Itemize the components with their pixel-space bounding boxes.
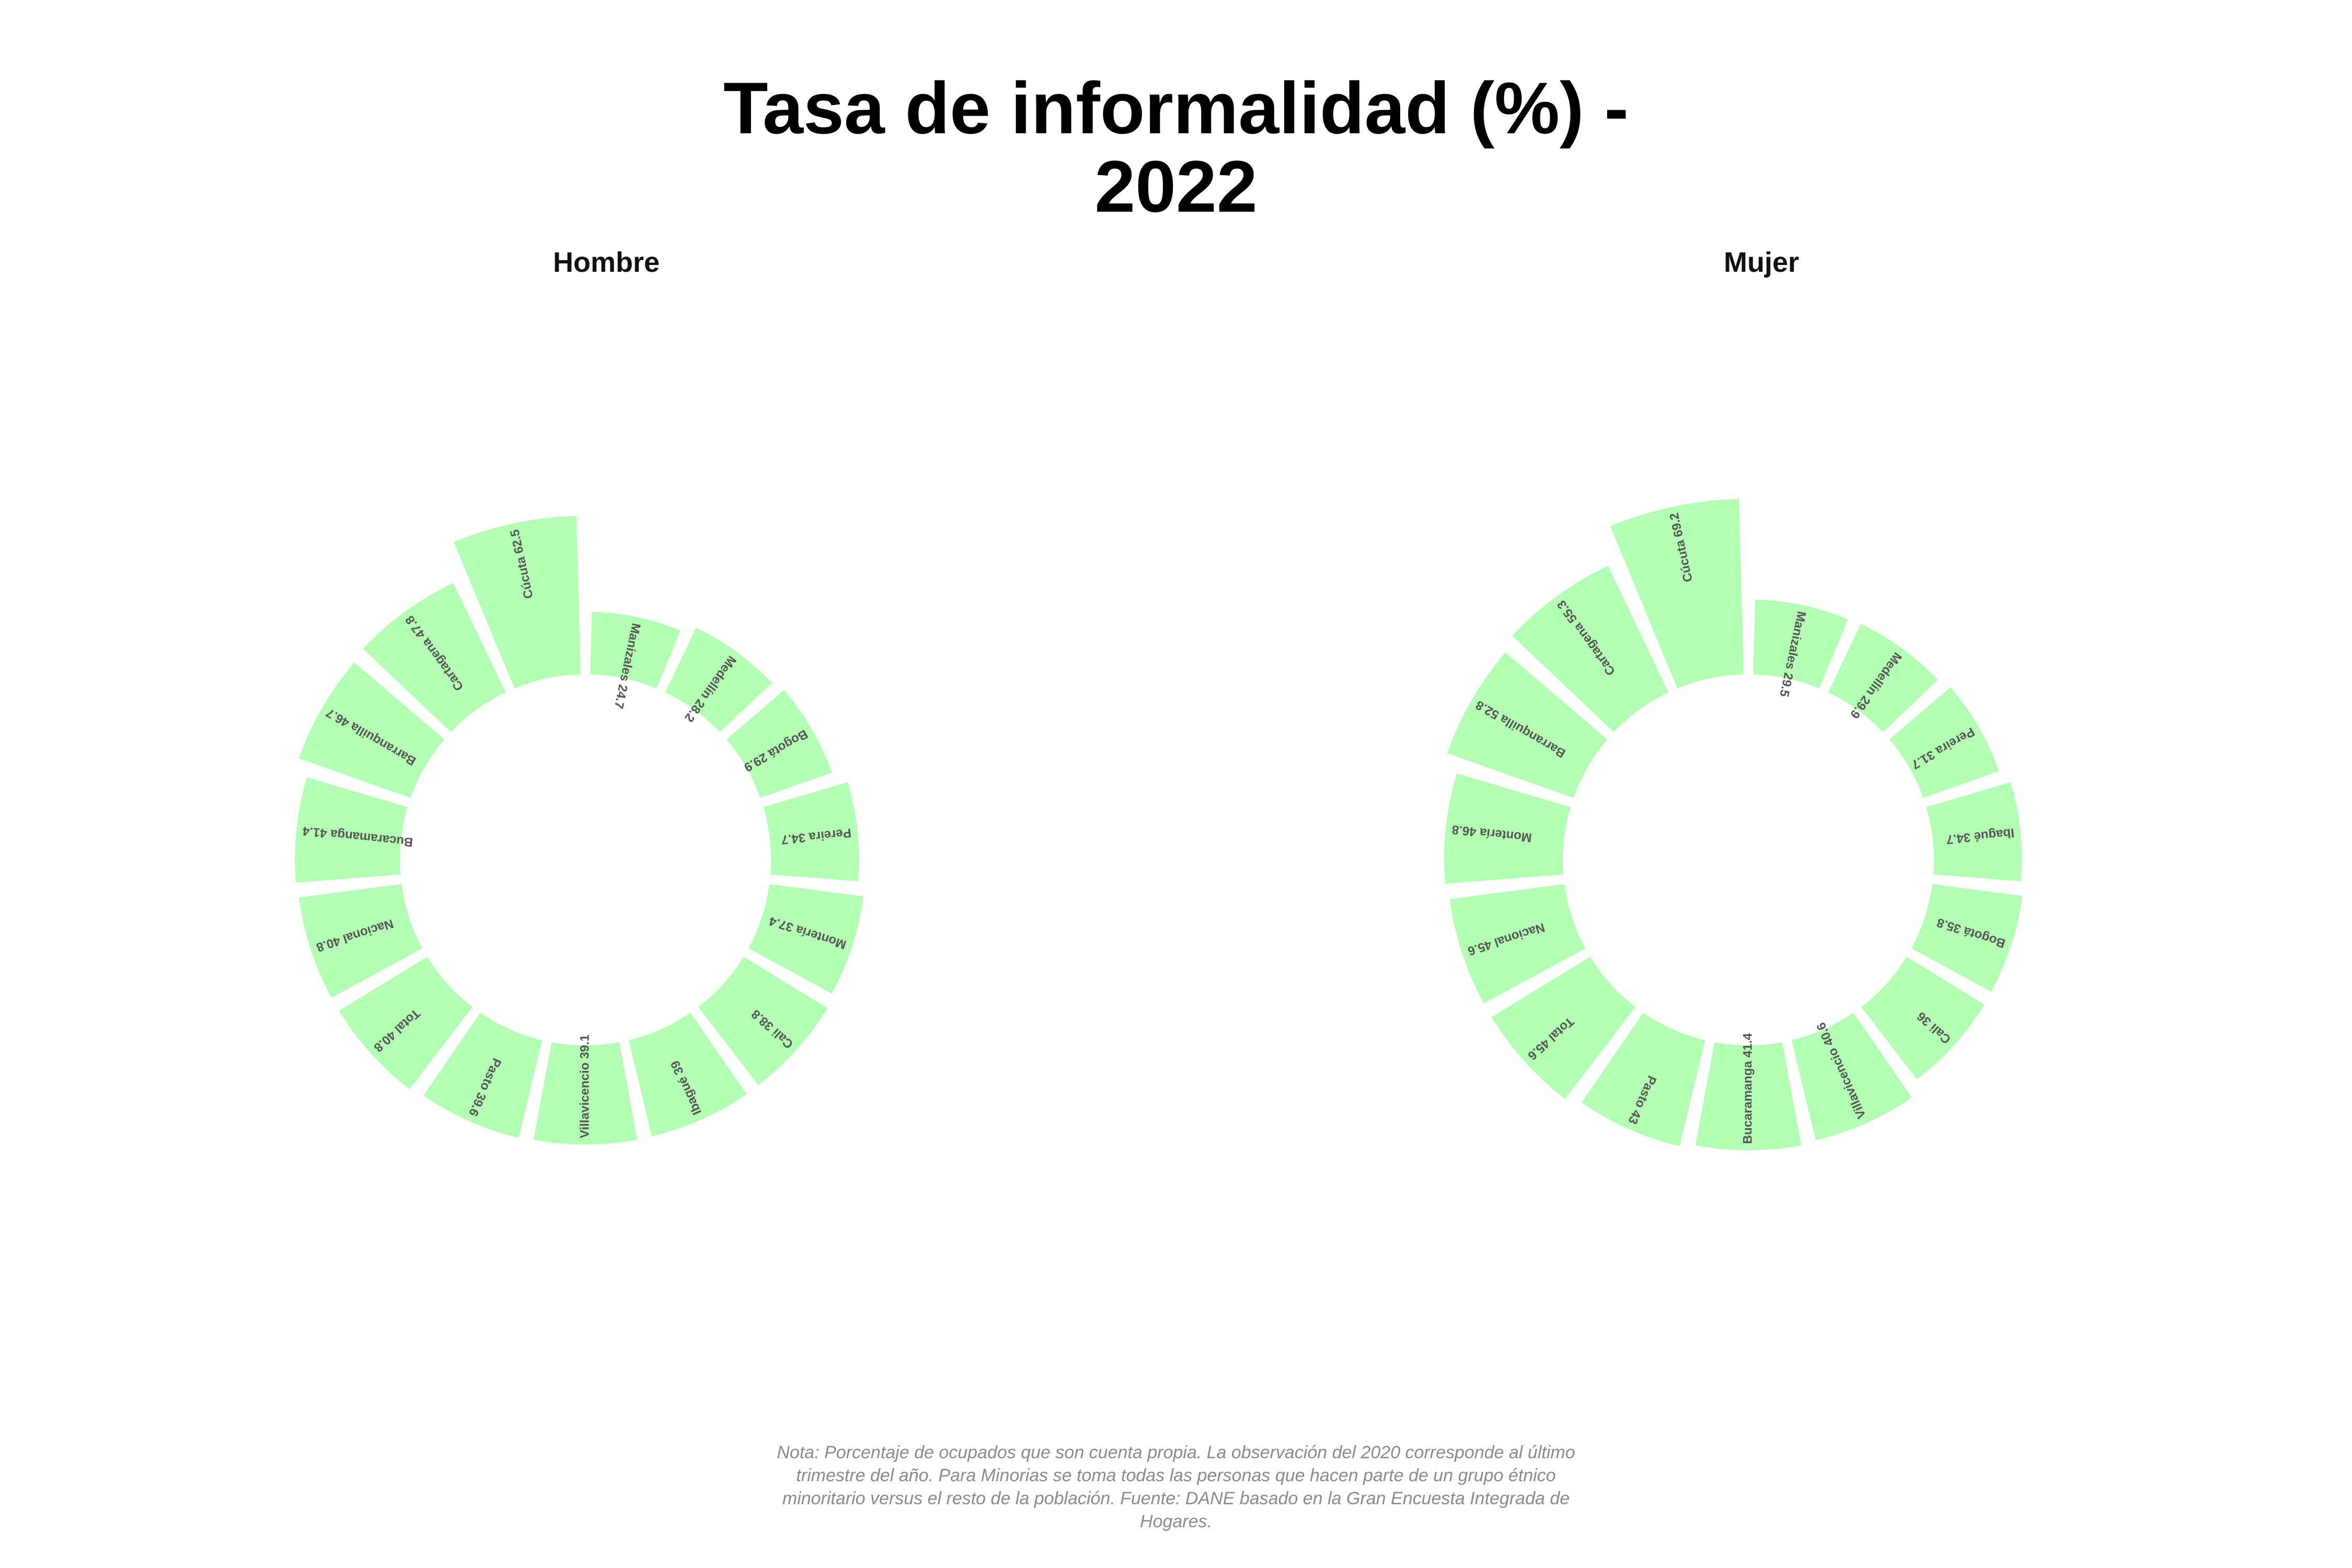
bar-0-4 <box>748 884 863 994</box>
bar-0-11 <box>295 777 408 883</box>
bar-0-8 <box>423 1012 543 1138</box>
bar-0-1 <box>665 628 772 732</box>
chart-title-line-2: 2022 <box>1094 145 1257 227</box>
bar-0-10 <box>298 884 423 998</box>
note-line-1: Nota: Porcentaje de ocupados que son cue… <box>777 1443 1575 1462</box>
panel-subtitle-mujer: Mujer <box>1724 247 1799 278</box>
bar-1-13 <box>1512 566 1669 732</box>
bar-1-5 <box>1861 956 1985 1080</box>
bar-0-0 <box>590 612 681 689</box>
bar-1-10 <box>1449 884 1586 1004</box>
bar-label-1-7: Bucaramanga 41.4 <box>1740 1033 1755 1144</box>
note-line-3: minoritario versus el resto de la poblac… <box>782 1489 1570 1508</box>
bar-1-14 <box>1610 499 1744 689</box>
bar-1-8 <box>1581 1012 1705 1146</box>
bar-label-0-7: Villavicencio 39.1 <box>578 1034 592 1138</box>
bar-0-14 <box>454 516 581 689</box>
bar-1-6 <box>1791 1012 1912 1140</box>
bar-1-7 <box>1695 1042 1802 1150</box>
bar-1-0 <box>1753 599 1848 689</box>
chart-title-line-1: Tasa de informalidad (%) - <box>723 67 1629 149</box>
bar-1-12 <box>1447 652 1608 798</box>
bar-0-6 <box>628 1012 747 1137</box>
bar-0-9 <box>339 956 472 1089</box>
bar-1-9 <box>1491 956 1635 1099</box>
bar-0-5 <box>698 956 828 1085</box>
bar-1-2 <box>1889 687 1999 798</box>
bar-0-13 <box>363 583 506 732</box>
bar-1-3 <box>1926 782 2022 882</box>
note-line-2: trimestre del año. Para Minorias se toma… <box>796 1466 1555 1485</box>
note-line-4: Hogares. <box>1140 1512 1212 1531</box>
panel-subtitle-hombre: Hombre <box>553 247 660 278</box>
bar-0-12 <box>298 662 445 798</box>
bar-0-7 <box>533 1042 638 1145</box>
bar-0-3 <box>763 782 859 882</box>
bar-1-4 <box>1911 884 2023 992</box>
bar-1-1 <box>1828 624 1938 732</box>
bar-1-11 <box>1444 773 1571 884</box>
bar-0-2 <box>726 690 832 798</box>
